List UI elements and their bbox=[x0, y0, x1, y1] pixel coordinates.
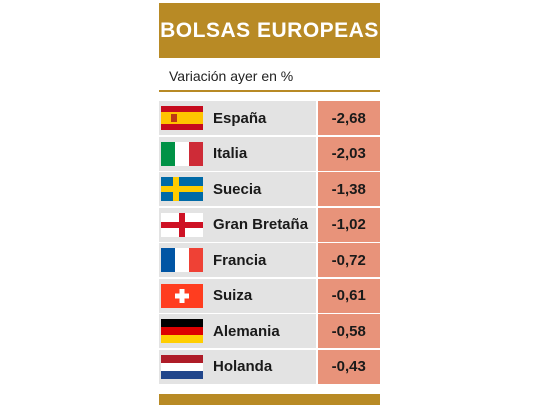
netherlands-flag-icon bbox=[161, 354, 203, 379]
country-name: Suecia bbox=[213, 180, 262, 198]
table-body: España -2,68 Italia -2,03 bbox=[159, 101, 380, 386]
table-row: Gran Bretaña -1,02 bbox=[159, 207, 380, 244]
country-name: España bbox=[213, 109, 267, 127]
germany-flag-icon bbox=[161, 319, 203, 343]
header-banner: BOLSAS EUROPEAS bbox=[159, 0, 380, 58]
country-cell: Suecia bbox=[159, 172, 316, 208]
sweden-flag-icon bbox=[161, 177, 203, 201]
table-row: Suecia -1,38 bbox=[159, 172, 380, 208]
country-name: Gran Bretaña bbox=[213, 216, 309, 233]
value-cell: -0,58 bbox=[315, 314, 380, 350]
subtitle: Variación ayer en % bbox=[169, 68, 294, 84]
country-cell: Alemania bbox=[159, 314, 316, 350]
country-name: Italia bbox=[213, 145, 248, 162]
table-row: Holanda -0,43 bbox=[159, 349, 380, 386]
country-cell: Holanda bbox=[159, 349, 316, 386]
value-cell: -1,02 bbox=[315, 207, 380, 244]
country-name: Suiza bbox=[213, 287, 253, 304]
country-name: Holanda bbox=[213, 358, 273, 375]
value-cell: -1,38 bbox=[315, 172, 380, 208]
england-flag-icon bbox=[161, 212, 203, 237]
footer-bar bbox=[159, 394, 380, 405]
value-cell: -0,61 bbox=[315, 278, 380, 315]
table-row: Italia -2,03 bbox=[159, 136, 380, 173]
france-flag-icon bbox=[161, 248, 203, 272]
page-title: BOLSAS EUROPEAS bbox=[160, 18, 379, 42]
table-row: Suiza -0,61 bbox=[159, 278, 380, 315]
country-cell: Gran Bretaña bbox=[159, 207, 316, 244]
country-name: Francia bbox=[213, 251, 267, 269]
country-cell: España bbox=[159, 101, 316, 137]
country-cell: Suiza bbox=[159, 278, 316, 315]
value-cell: -0,72 bbox=[315, 243, 380, 279]
country-cell: Francia bbox=[159, 243, 316, 279]
value-cell: -2,03 bbox=[315, 136, 380, 173]
country-name: Alemania bbox=[213, 322, 280, 340]
value-cell: -2,68 bbox=[315, 101, 380, 137]
spain-flag-icon bbox=[161, 106, 203, 130]
table-row: Alemania -0,58 bbox=[159, 314, 380, 350]
divider bbox=[159, 90, 380, 92]
italy-flag-icon bbox=[161, 141, 203, 166]
country-cell: Italia bbox=[159, 136, 316, 173]
stock-table-panel: BOLSAS EUROPEAS Variación ayer en % Espa… bbox=[159, 0, 380, 405]
switzerland-flag-icon bbox=[161, 283, 203, 308]
table-row: Francia -0,72 bbox=[159, 243, 380, 279]
table-row: España -2,68 bbox=[159, 101, 380, 137]
value-cell: -0,43 bbox=[315, 349, 380, 386]
